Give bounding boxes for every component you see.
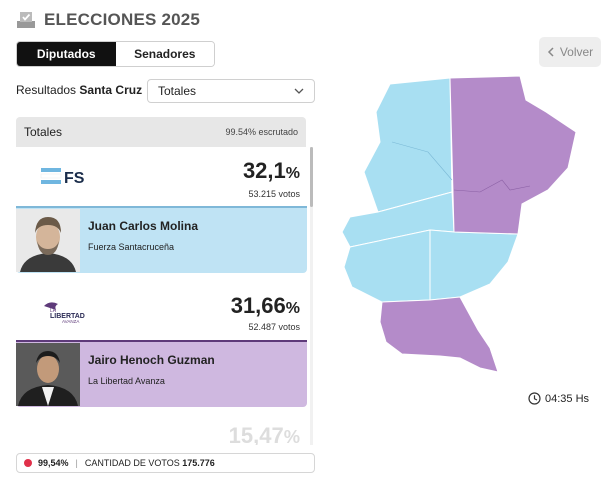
candidate-party: La Libertad Avanza bbox=[88, 376, 165, 386]
map-region-northwest[interactable] bbox=[363, 77, 453, 213]
party-divider bbox=[16, 340, 307, 342]
results-heading: Resultados Santa Cruz bbox=[16, 83, 142, 97]
percent-sign: % bbox=[285, 300, 300, 317]
party-votes: 52.487 votos bbox=[248, 322, 300, 332]
party-votes: 53.215 votos bbox=[248, 189, 300, 199]
fs-logo-text: FS bbox=[64, 170, 85, 185]
back-button-label: Volver bbox=[559, 45, 594, 59]
ballot-icon bbox=[17, 12, 35, 28]
party-percent-value: 32,1 bbox=[242, 158, 286, 183]
update-time: 04:35 Hs bbox=[528, 392, 589, 405]
party-result-faded: 15,47% bbox=[16, 417, 307, 445]
candidate-name: Jairo Henoch Guzman bbox=[88, 353, 215, 367]
candidate-name: Juan Carlos Molina bbox=[88, 219, 199, 233]
percent-sign: % bbox=[285, 165, 300, 182]
map-region-east[interactable] bbox=[449, 75, 577, 235]
results-scrollbar[interactable] bbox=[310, 147, 313, 445]
party-result-lla: LA LIBERTAD AVANZA 31,66% 52.487 votos bbox=[16, 282, 307, 342]
scrollbar-thumb[interactable] bbox=[310, 147, 313, 207]
status-dot bbox=[24, 459, 32, 467]
map-region-southcentral[interactable] bbox=[429, 229, 519, 301]
tab-senadores[interactable]: Senadores bbox=[115, 42, 214, 66]
percent-sign: % bbox=[283, 426, 300, 445]
vote-count-footer: 99,54% | CANTIDAD DE VOTOS 175.776 bbox=[16, 453, 315, 473]
province-map bbox=[341, 75, 577, 373]
candidate-card-guzman: Jairo Henoch Guzman La Libertad Avanza bbox=[16, 342, 307, 407]
candidate-photo bbox=[16, 343, 80, 406]
results-province: Santa Cruz bbox=[79, 83, 143, 97]
lla-logo-sub: AVANZA bbox=[62, 319, 79, 324]
chevron-left-icon bbox=[547, 47, 554, 57]
party-result-fs: FS 32,1% 53.215 votos bbox=[16, 147, 307, 207]
candidate-photo bbox=[16, 209, 80, 272]
results-panel[interactable]: Totales 99.54% escrutado FS 32,1% 53.215… bbox=[16, 117, 315, 445]
party-percent: 32,1% bbox=[243, 158, 300, 184]
party-percent-value: 15,47 bbox=[228, 423, 284, 445]
lla-logo-prefix: LA bbox=[50, 308, 57, 314]
page-header: ELECCIONES 2025 bbox=[16, 8, 200, 32]
party-divider bbox=[16, 206, 307, 208]
lla-party-logo: LA LIBERTAD AVANZA bbox=[44, 302, 85, 324]
summary-label: Totales bbox=[24, 125, 63, 139]
candidate-card-molina: Juan Carlos Molina Fuerza Santacruceña bbox=[16, 208, 307, 273]
chevron-down-icon bbox=[294, 88, 304, 94]
filter-selected-value: Totales bbox=[158, 84, 197, 98]
chamber-tabs: Diputados Senadores bbox=[16, 41, 215, 67]
party-percent-value: 31,66 bbox=[230, 293, 286, 318]
footer-label: CANTIDAD DE VOTOS bbox=[84, 458, 180, 468]
filter-select[interactable]: Totales bbox=[147, 79, 315, 103]
tab-diputados[interactable]: Diputados bbox=[17, 42, 116, 66]
back-button[interactable]: Volver bbox=[539, 37, 601, 67]
footer-vote-total: 175.776 bbox=[182, 458, 215, 468]
candidate-party: Fuerza Santacruceña bbox=[88, 242, 175, 252]
party-percent: 31,66% bbox=[231, 293, 300, 319]
map-region-south[interactable] bbox=[379, 296, 499, 373]
lla-logo-text: LIBERTAD bbox=[50, 313, 85, 320]
update-time-value: 04:35 Hs bbox=[545, 392, 590, 405]
page-title: ELECCIONES 2025 bbox=[44, 10, 201, 29]
clock-icon bbox=[528, 392, 541, 405]
scrutiny-status: 99.54% escrutado bbox=[225, 127, 298, 137]
party-percent: 15,47% bbox=[229, 423, 300, 445]
footer-separator: | bbox=[75, 458, 78, 468]
summary-bar: Totales 99.54% escrutado bbox=[16, 117, 306, 147]
results-prefix: Resultados bbox=[16, 83, 77, 97]
footer-percent: 99,54% bbox=[38, 458, 69, 468]
fs-party-logo: FS bbox=[40, 168, 85, 185]
